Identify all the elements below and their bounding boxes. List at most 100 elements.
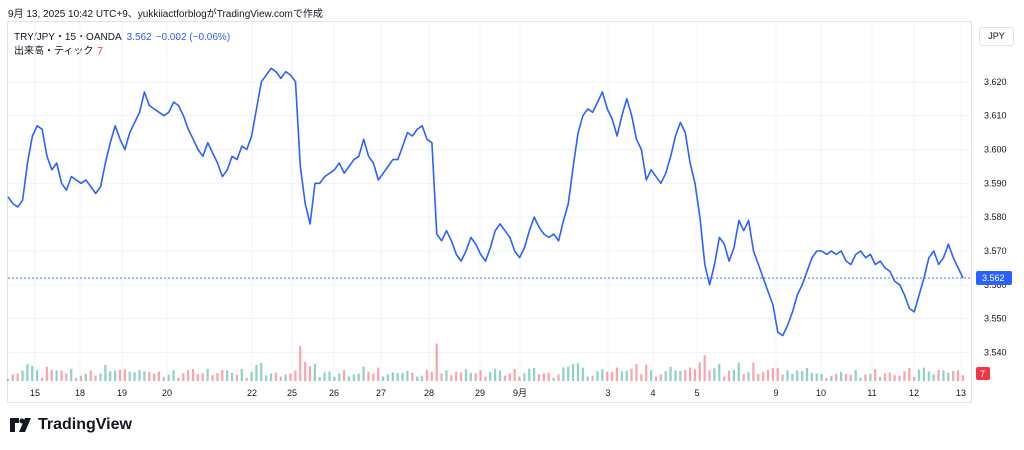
volume-bar [55, 370, 58, 381]
volume-bar [459, 372, 463, 381]
volume-bar [557, 374, 560, 381]
volume-bar [878, 376, 882, 381]
volume-bar [718, 363, 721, 381]
volume-bar [805, 367, 809, 381]
volume-bar [762, 371, 765, 381]
volume-bar [401, 372, 404, 381]
volume-bar [801, 371, 804, 381]
volume-bar [664, 371, 667, 381]
x-tick-label: 27 [376, 388, 386, 398]
volume-bar [601, 369, 604, 381]
volume-bar [489, 371, 492, 381]
last-price-badge [976, 271, 1012, 286]
volume-bar [932, 374, 935, 381]
volume-bar [830, 375, 833, 381]
volume-bar [50, 369, 53, 381]
volume-bar [552, 377, 555, 381]
volume-bar [75, 377, 78, 381]
volume-bar [425, 369, 429, 381]
volume-bar [659, 374, 662, 381]
volume-bar [36, 370, 39, 381]
volume-bar [620, 371, 623, 381]
volume-bar [342, 370, 346, 381]
volume-bar [191, 369, 195, 381]
volume-bar [849, 374, 852, 381]
x-tick-label: 15 [30, 388, 40, 398]
x-tick-label: 22 [247, 388, 257, 398]
volume-bar [230, 372, 234, 381]
volume-bar [172, 370, 175, 381]
volume-bar [825, 377, 828, 381]
volume-bar [162, 376, 165, 381]
currency-button[interactable]: JPY [979, 27, 1014, 46]
price-line [7, 67, 964, 337]
volume-bar [157, 371, 161, 381]
volume-bar [942, 370, 945, 381]
volume-bar [864, 374, 867, 381]
volume-bar [572, 363, 575, 381]
volume-bar [523, 373, 526, 381]
volume-bar [308, 366, 312, 381]
volume-bar [416, 376, 419, 381]
volume-bar [713, 368, 716, 381]
volume-bar [640, 374, 643, 381]
volume-badge [976, 367, 990, 380]
volume-bar [381, 376, 385, 381]
volume-bar [250, 371, 253, 381]
volume-legend[interactable]: 出来高・ティック 7 [14, 42, 103, 57]
volume-bar [182, 373, 185, 381]
volume-bar [357, 373, 360, 381]
tradingview-logo[interactable]: TradingView [10, 416, 132, 434]
chart-frame [7, 21, 972, 403]
volume-bar [362, 366, 365, 381]
volume-bar [221, 369, 224, 381]
volume-bar [810, 372, 813, 381]
volume-bar [518, 376, 521, 381]
volume-bar [274, 372, 277, 381]
volume-bar [143, 371, 146, 381]
symbol-name[interactable]: TRY/JPY・15・OANDA [14, 32, 122, 43]
volume-bar [961, 375, 964, 381]
symbol-legend[interactable]: TRY/JPY・15・OANDA 3.562 −0.002 (−0.06%) [14, 28, 230, 43]
volume-bar [494, 368, 497, 381]
volume-bar [776, 367, 779, 381]
volume-bar [596, 371, 599, 381]
volume-bar [615, 367, 619, 381]
y-axis: 3.6203.6103.6003.5903.5803.5703.5603.550… [984, 77, 1007, 358]
volume-bar [138, 370, 141, 381]
volume-bar [89, 370, 92, 381]
volume-bar [279, 376, 282, 381]
volume-bar [133, 372, 136, 381]
volume-bar [94, 375, 97, 381]
volume-bar [411, 372, 414, 381]
volume-bar [956, 370, 960, 381]
volume-bar [586, 376, 589, 381]
volume-bar [304, 361, 307, 381]
volume-bar [65, 373, 68, 381]
volume-bar [318, 377, 321, 381]
x-tick-label: 26 [329, 388, 339, 398]
volume-bar [450, 375, 453, 381]
volume-bar [260, 362, 263, 381]
volume-bar [781, 374, 784, 381]
volume-bar [21, 370, 24, 381]
volume-bar [70, 368, 73, 381]
volume-bar [196, 374, 200, 381]
volume-bar [284, 374, 287, 381]
x-tick-label: 9 [773, 388, 778, 398]
volume-bar [771, 367, 774, 381]
brand-name: TradingView [38, 416, 132, 433]
volume-bar [445, 370, 448, 381]
volume-bar [752, 362, 755, 381]
volume-bar [732, 369, 735, 381]
volume-bar [567, 366, 570, 381]
volume-bar [757, 373, 760, 381]
chart-header: 9月 13, 2025 10:42 UTC+9、yukkiiactforblog… [8, 9, 323, 20]
volume-bar [747, 372, 750, 381]
volume-bar [396, 373, 399, 381]
volume-bar [187, 369, 190, 381]
volume-bar [869, 373, 872, 381]
volume-bar [820, 374, 823, 381]
volume-bar [625, 370, 628, 381]
